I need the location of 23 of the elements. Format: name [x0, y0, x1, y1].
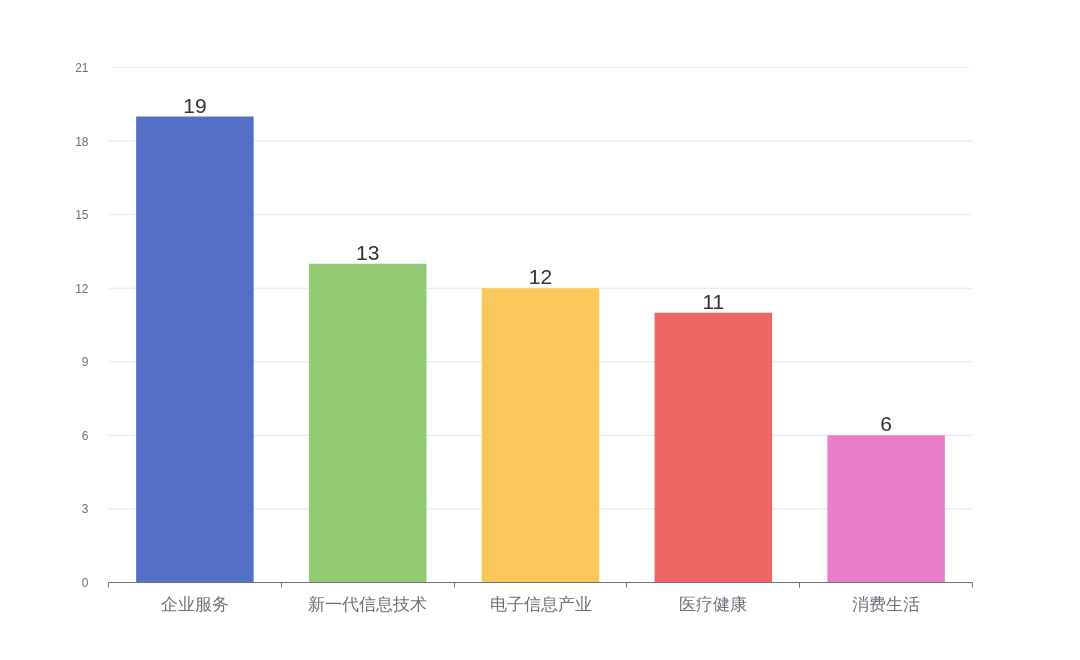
bar	[827, 435, 945, 583]
y-tick-label: 15	[75, 208, 89, 223]
x-tick-label: 企业服务	[160, 594, 229, 614]
x-tick-label: 新一代信息技术	[308, 594, 428, 614]
y-tick-label: 3	[81, 502, 89, 517]
bar	[136, 116, 254, 583]
y-tick-label: 21	[75, 61, 89, 75]
data-label: 11	[702, 289, 725, 313]
x-tick-label: 电子信息产业	[489, 594, 592, 614]
y-tick-label: 6	[81, 428, 89, 443]
bar	[308, 263, 427, 583]
data-label: 19	[183, 93, 207, 117]
y-tick-label: 18	[75, 134, 89, 149]
x-tick-label: 消费生活	[852, 594, 921, 614]
x-tick-label: 医疗健康	[679, 594, 748, 614]
data-label: 6	[880, 412, 892, 436]
bar	[481, 288, 600, 583]
y-tick-label: 0	[81, 576, 89, 590]
data-label: 12	[528, 265, 553, 289]
y-tick-label: 12	[75, 281, 89, 296]
bar	[654, 312, 773, 583]
y-tick-label: 9	[81, 355, 89, 370]
data-label: 13	[356, 240, 380, 264]
